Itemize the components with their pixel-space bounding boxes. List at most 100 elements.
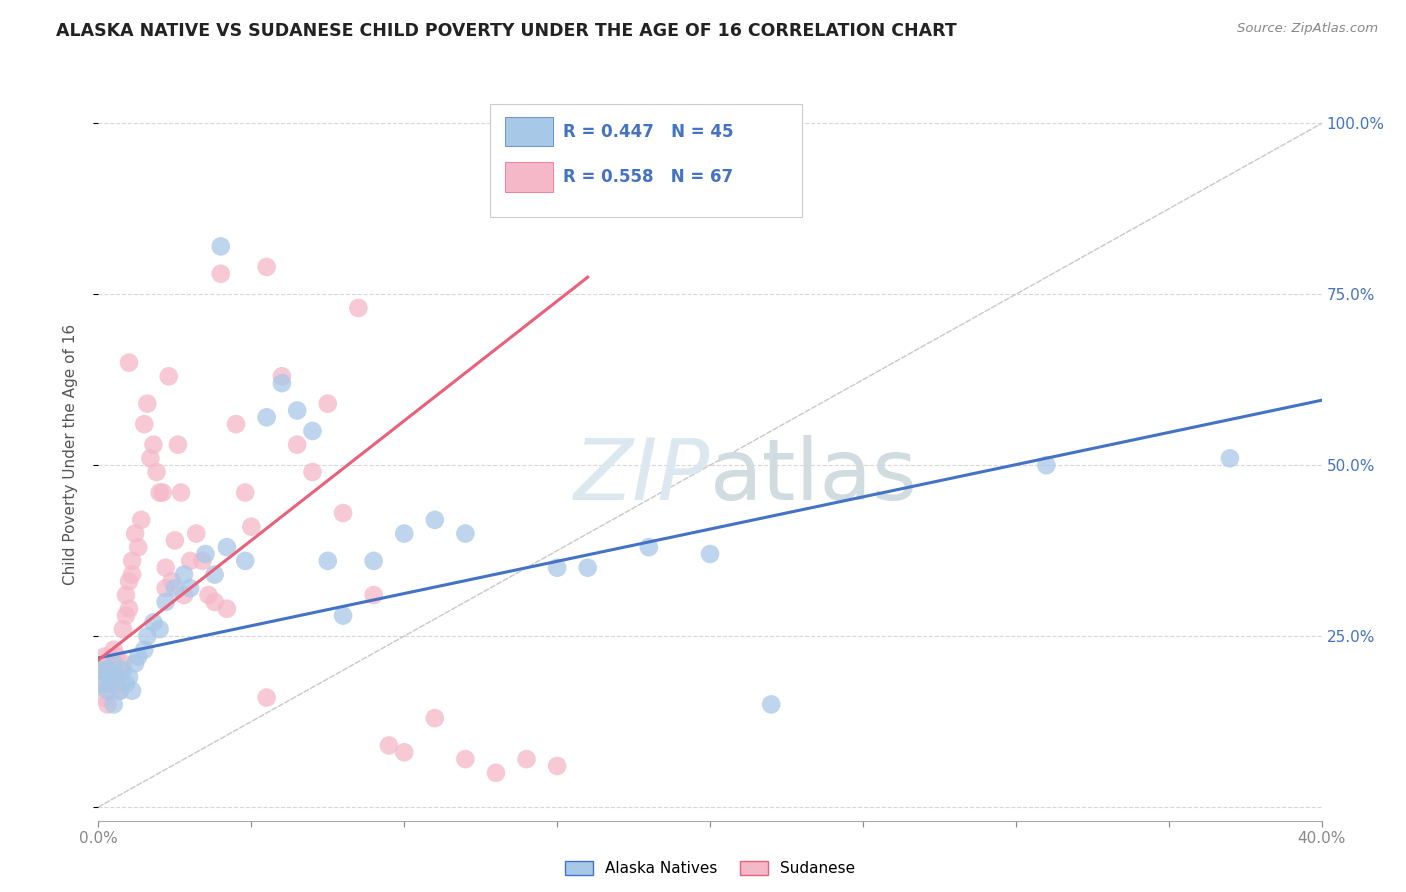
FancyBboxPatch shape <box>505 162 554 192</box>
Point <box>108 683 131 698</box>
Point <box>215 540 238 554</box>
Text: atlas: atlas <box>710 435 918 518</box>
Point <box>111 663 134 677</box>
Point <box>97 663 120 677</box>
Point <box>93 690 115 705</box>
Point <box>173 567 195 582</box>
Point <box>209 239 232 253</box>
Text: ALASKA NATIVE VS SUDANESE CHILD POVERTY UNDER THE AGE OF 16 CORRELATION CHART: ALASKA NATIVE VS SUDANESE CHILD POVERTY … <box>56 22 957 40</box>
Point <box>149 622 172 636</box>
Point <box>100 663 122 677</box>
Point <box>115 608 138 623</box>
Point <box>139 451 162 466</box>
Point <box>134 417 156 432</box>
Point <box>118 574 141 589</box>
Point <box>179 581 201 595</box>
Point <box>270 369 292 384</box>
Point <box>100 670 122 684</box>
Point <box>197 588 219 602</box>
Text: R = 0.558   N = 67: R = 0.558 N = 67 <box>564 168 734 186</box>
Point <box>301 424 323 438</box>
Point <box>167 438 190 452</box>
Point <box>256 410 278 425</box>
Point <box>121 683 143 698</box>
Point <box>233 554 256 568</box>
Point <box>485 765 508 780</box>
Point <box>124 526 146 541</box>
Point <box>316 554 339 568</box>
Point <box>93 649 115 664</box>
Point <box>225 417 247 432</box>
Point <box>108 683 131 698</box>
Point <box>136 397 159 411</box>
Point <box>179 554 201 568</box>
Point <box>454 752 477 766</box>
Point <box>332 608 354 623</box>
Point <box>240 519 263 533</box>
Point <box>347 301 370 315</box>
Point <box>233 485 256 500</box>
Point <box>301 465 323 479</box>
Point <box>363 554 385 568</box>
Point <box>105 670 128 684</box>
Point <box>423 513 446 527</box>
Point <box>121 567 143 582</box>
Point <box>170 485 193 500</box>
Point <box>134 642 156 657</box>
Point <box>454 526 477 541</box>
Point <box>285 403 308 417</box>
Point <box>637 540 661 554</box>
Point <box>163 533 186 548</box>
Point <box>100 677 122 691</box>
Point <box>285 438 308 452</box>
Point <box>90 677 112 691</box>
Point <box>194 547 217 561</box>
Point <box>215 601 238 615</box>
Point <box>127 540 149 554</box>
Point <box>759 698 782 712</box>
Point <box>204 595 226 609</box>
Legend: Alaska Natives, Sudanese: Alaska Natives, Sudanese <box>560 855 860 882</box>
Text: R = 0.447   N = 45: R = 0.447 N = 45 <box>564 122 734 141</box>
Point <box>155 581 177 595</box>
Point <box>163 581 186 595</box>
Point <box>155 595 177 609</box>
Point <box>93 677 115 691</box>
Point <box>118 356 141 370</box>
Point <box>136 629 159 643</box>
Point <box>699 547 721 561</box>
Point <box>160 574 183 589</box>
Point <box>108 663 131 677</box>
Point <box>142 615 165 630</box>
Point <box>111 657 134 671</box>
Point <box>392 526 416 541</box>
Point <box>392 745 416 759</box>
Point <box>142 438 165 452</box>
Point <box>90 663 112 677</box>
Point <box>115 677 138 691</box>
Point <box>103 657 125 671</box>
Point <box>173 588 195 602</box>
Point <box>103 670 125 684</box>
Text: Source: ZipAtlas.com: Source: ZipAtlas.com <box>1237 22 1378 36</box>
Point <box>115 588 138 602</box>
Point <box>256 260 278 274</box>
FancyBboxPatch shape <box>505 117 554 146</box>
Point <box>423 711 446 725</box>
Point <box>111 622 134 636</box>
Point <box>127 649 149 664</box>
Point <box>546 560 568 574</box>
Point <box>97 698 120 712</box>
Point <box>191 554 214 568</box>
Text: ZIP: ZIP <box>574 435 710 518</box>
Point <box>149 485 172 500</box>
Point <box>546 759 568 773</box>
Point <box>97 657 120 671</box>
Point <box>256 690 278 705</box>
Point <box>270 376 292 391</box>
Point <box>103 698 125 712</box>
Point <box>145 465 167 479</box>
Point <box>378 739 401 753</box>
Point <box>129 513 152 527</box>
Point <box>105 677 128 691</box>
